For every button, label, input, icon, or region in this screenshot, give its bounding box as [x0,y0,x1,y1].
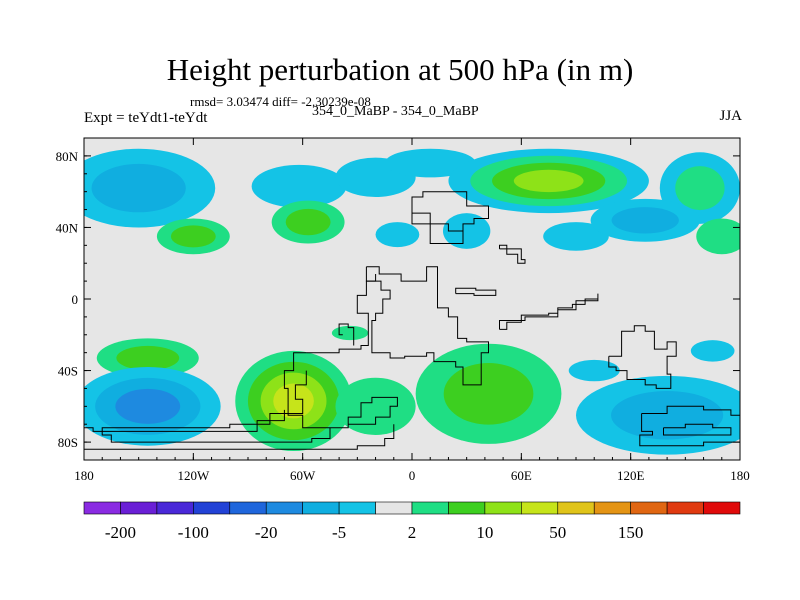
coastline [499,293,599,330]
contour-region [543,222,609,251]
y-tick-label: 80S [58,435,78,450]
colorbar-swatch [229,501,267,515]
coastline [663,423,732,436]
coastline [338,323,355,346]
contour-region [611,391,724,440]
contour-region [251,164,347,208]
contour-region [331,325,369,341]
colorbar-swatch [302,501,340,515]
contour-region [170,225,216,248]
coastline [455,287,497,296]
colorbar-swatch [265,501,303,515]
colorbar-swatch [338,501,376,515]
y-tick-label: 0 [72,292,79,307]
season-label: JJA [719,108,742,124]
contour-region [568,359,620,382]
coastline [639,405,740,447]
chart-title: Height perturbation at 500 hPa (in m) [166,52,634,87]
contour-region [696,218,740,255]
experiment-label: Expt = teYdt1-teYdt [84,110,208,126]
colorbar-label: 10 [476,523,493,542]
colorbar-label: 50 [549,523,566,542]
colorbar-swatch [593,501,631,515]
contour-region [443,362,534,425]
coastline [411,191,489,244]
coastline [499,244,526,264]
contour-region [285,208,331,236]
colorbar-swatch [630,501,668,515]
colorbar-swatch [193,501,231,515]
x-tick-label: 180 [730,468,750,483]
contour-region [115,388,181,424]
stats-line: rmsd= 3.03474 diff= -2.30239e-08 [190,94,371,109]
x-tick-label: 180 [74,468,94,483]
x-tick-label: 60W [290,468,316,483]
chart-subtitle: 354_0_MaBP - 354_0_MaBP [312,104,479,119]
colorbar-swatch [521,501,559,515]
x-tick-label: 0 [409,468,416,483]
coastline [306,274,377,354]
colorbar-swatch [557,501,595,515]
colorbar-swatch [448,501,486,515]
x-tick-label: 120E [617,468,645,483]
colorbar-label: -20 [255,523,278,542]
x-tick-label: 60E [511,468,532,483]
colorbar-swatch [120,501,158,515]
colorbar-swatch [666,501,704,515]
contour-region [91,163,186,213]
contour-region [384,148,476,178]
coastline [84,409,285,432]
contour-region [690,340,735,362]
x-tick-label: 120W [177,468,210,483]
colorbar-swatch [156,501,194,515]
coastline [608,325,677,389]
colorbar-swatch [703,501,741,515]
coastline [365,266,489,386]
colorbar-label: -100 [178,523,209,542]
coastline [101,352,398,443]
contour-region [675,166,725,211]
colorbar-label: 150 [618,523,644,542]
colorbar-swatch [484,501,522,515]
contour-region [116,345,180,371]
colorbar-label: 2 [408,523,417,542]
coastline [84,424,395,450]
colorbar-label: -200 [105,523,136,542]
colorbar-swatch [411,501,449,515]
contour-region [611,207,679,234]
y-tick-label: 40S [58,364,78,379]
y-tick-label: 80N [56,149,79,164]
colorbar-swatch [375,501,413,515]
contour-region [335,377,416,435]
contour-region [442,213,491,249]
colorbar-swatch [83,501,121,515]
colorbar-label: -5 [332,523,346,542]
contour-region [273,383,314,419]
y-tick-label: 40N [56,220,79,235]
contour-region [513,169,584,193]
contour-region [375,222,420,248]
